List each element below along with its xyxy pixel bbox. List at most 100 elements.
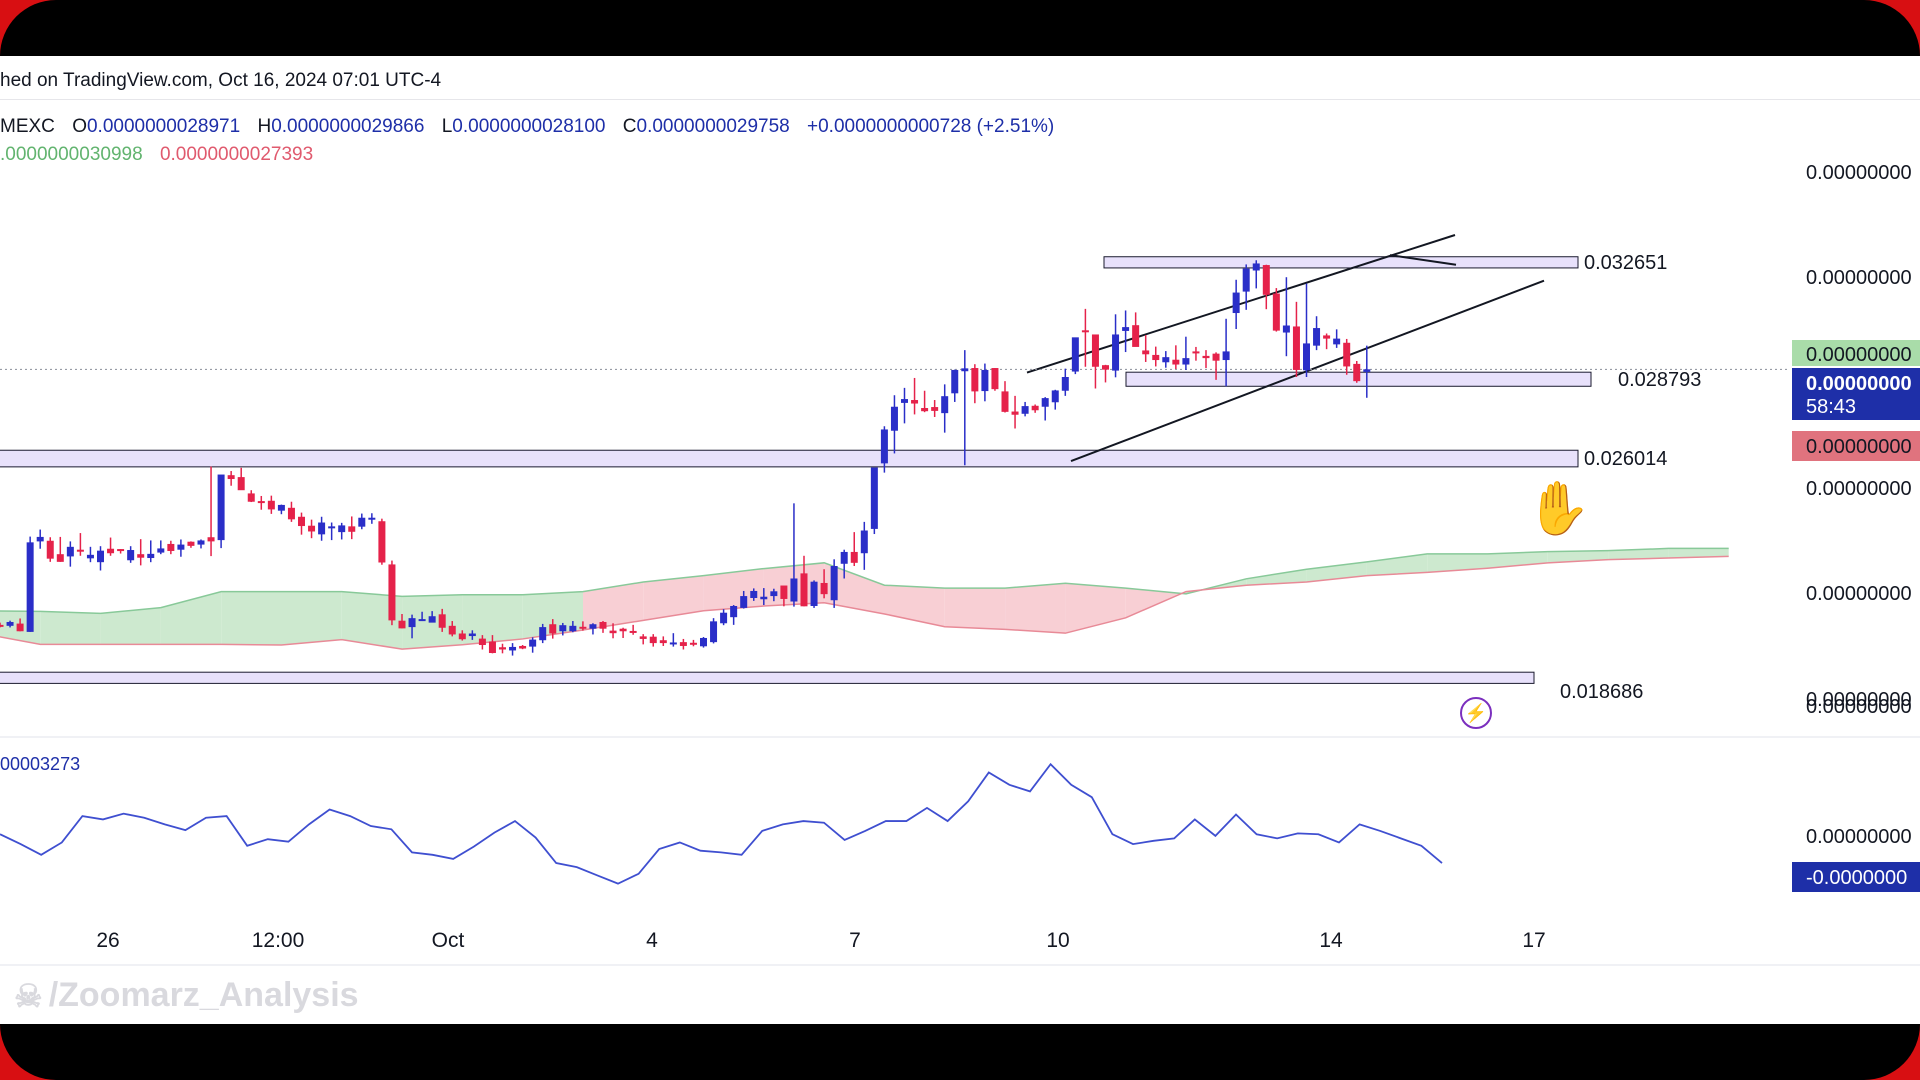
candle-body <box>569 625 577 632</box>
candle-body <box>599 621 607 629</box>
candle-body <box>1303 343 1310 371</box>
ichimoku-cloud-segment <box>1427 553 1488 573</box>
close-value: 0.0000000029758 <box>636 116 790 137</box>
zone-018686 <box>0 671 1535 684</box>
candle-body <box>1232 292 1240 314</box>
candle-body <box>579 626 587 629</box>
candle-body <box>267 500 275 510</box>
x-tick-label: 4 <box>646 929 658 952</box>
candle-body <box>509 646 517 651</box>
candle-body <box>1152 354 1160 361</box>
candle-body <box>458 633 466 640</box>
candle-body <box>700 637 707 647</box>
candle-body <box>1031 405 1039 411</box>
candle-body <box>76 549 84 552</box>
change-value: +0.0000000000728 (+2.51%) <box>807 116 1055 137</box>
ichimoku-cloud-segment <box>643 575 704 621</box>
candle-body <box>66 546 74 557</box>
candle-body <box>26 542 34 632</box>
level-label: 0.032651 <box>1584 252 1667 274</box>
osc-axis-label: 0.00000000 <box>1806 826 1912 848</box>
candle-body <box>1252 263 1260 271</box>
candle-body <box>911 400 919 404</box>
x-tick-label: 14 <box>1319 929 1343 952</box>
price-axis-label: 0.00000000 <box>1806 583 1912 605</box>
candle-body <box>1363 369 1371 372</box>
ichimoku-span-a <box>0 547 1729 615</box>
price-axis-label: 0.00000000 <box>1806 267 1912 289</box>
candle-body <box>810 581 818 606</box>
candle-body <box>639 636 647 639</box>
candle-body <box>1162 357 1170 363</box>
candle-body <box>971 368 979 392</box>
candle-body <box>287 507 295 520</box>
countdown-text: 58:43 <box>1806 396 1856 418</box>
candle-body <box>1333 338 1341 345</box>
candle-body <box>177 544 185 550</box>
x-tick-label: 12:00 <box>252 929 305 952</box>
osc-value-tag-text: -0.0000000 <box>1806 867 1907 889</box>
price-chart: 0.032651 0.028793 0.026014 0.018686 26 12:00 O… <box>0 162 1920 966</box>
candle-body <box>1272 293 1280 331</box>
candle-body <box>137 554 145 558</box>
channel-line <box>1070 279 1545 463</box>
candle-body <box>619 628 627 632</box>
candle-body <box>549 624 557 634</box>
x-tick-label: 26 <box>96 929 119 952</box>
ichimoku-cloud-segment <box>1125 588 1186 618</box>
close-label: C <box>622 116 637 137</box>
x-tick-label: 10 <box>1046 929 1069 952</box>
low-value: 0.0000000028100 <box>452 116 606 137</box>
level-label: 0.026014 <box>1584 448 1667 470</box>
candle-body <box>107 548 115 554</box>
ichimoku-cloud-segment <box>1005 583 1066 634</box>
candle-body <box>368 517 376 520</box>
price-tag-green <box>1792 340 1920 366</box>
candle-body <box>539 627 547 641</box>
candle-body <box>649 636 657 644</box>
candle-body <box>880 429 888 464</box>
candle-body <box>850 551 858 563</box>
candle-body <box>378 521 386 563</box>
candle-body <box>710 621 718 643</box>
candle-body <box>941 396 949 414</box>
candle-body <box>770 591 778 597</box>
candle-body <box>1182 358 1190 365</box>
ichimoku-cloud-segment <box>1246 569 1307 586</box>
indicator-value-red: 0.0000000027393 <box>159 144 314 165</box>
candle-body <box>1282 325 1290 333</box>
candle-body <box>358 517 366 527</box>
candle-body <box>217 474 225 541</box>
candle-body <box>16 623 24 632</box>
candle-body <box>478 638 486 646</box>
candle-body <box>468 633 476 637</box>
candle-body <box>830 566 838 601</box>
ichimoku-cloud-segment <box>824 562 885 614</box>
channel-line <box>1389 254 1457 266</box>
candle-body <box>1102 365 1109 370</box>
candle-body <box>338 525 346 533</box>
ichimoku-cloud-segment <box>221 591 282 646</box>
tradingview-chart-page: 0.032651 0.028793 0.026014 0.018686 26 12:00 O… <box>0 56 1920 1024</box>
candle-body <box>398 620 406 629</box>
price-tag-green-text: 0.00000000 <box>1806 344 1912 366</box>
candle-body <box>901 399 908 403</box>
candle-body <box>227 475 235 480</box>
candle-body <box>257 501 265 504</box>
candle-body <box>56 554 64 562</box>
candle-body <box>46 540 54 559</box>
level-label: 0.018686 <box>1560 681 1643 703</box>
indicator-legend: .0000000030998 0.0000000027393 <box>0 144 313 166</box>
price-tag-current-text: 0.00000000 <box>1806 373 1912 395</box>
price-axis-label: 0.00000000 <box>1806 696 1912 718</box>
ichimoku-cloud-segment <box>40 611 101 645</box>
lightning-icon[interactable]: ⚡ <box>1460 697 1492 729</box>
candle-body <box>519 645 527 649</box>
ichimoku-cloud-segment <box>281 591 342 646</box>
candle-body <box>308 525 316 532</box>
candle-body <box>167 543 175 551</box>
watermark-text: /Zoomarz_Analysis <box>48 976 359 1014</box>
oscillator-line <box>0 762 1443 885</box>
candle-body <box>1081 330 1089 333</box>
